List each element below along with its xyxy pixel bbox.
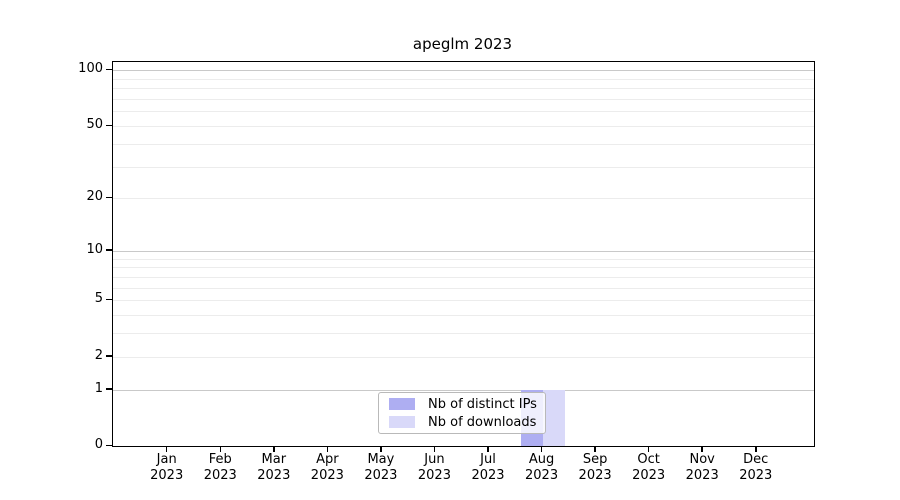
- x-tick-label: Jul 2023: [458, 452, 518, 484]
- gridline-minor: [113, 166, 814, 168]
- x-tick-label: Oct 2023: [619, 452, 679, 484]
- y-tick: [106, 388, 112, 390]
- plot-area: [112, 61, 815, 447]
- gridline-minor: [113, 315, 814, 317]
- y-tick-label: 50: [86, 117, 103, 133]
- legend-item-distinct-ips: Nb of distinct IPs: [389, 395, 537, 413]
- y-tick: [106, 249, 112, 251]
- gridline-minor: [113, 99, 814, 101]
- x-tick: [273, 447, 275, 452]
- legend-label-downloads: Nb of downloads: [428, 414, 537, 430]
- y-tick: [106, 298, 112, 301]
- x-tick: [326, 447, 329, 452]
- x-tick-label: May 2023: [351, 452, 411, 484]
- x-tick-month: Feb: [208, 452, 232, 467]
- x-tick-year: 2023: [257, 468, 291, 483]
- x-tick-label: Aug 2023: [512, 452, 572, 484]
- x-tick: [219, 447, 221, 452]
- legend-swatch-distinct-ips: [389, 398, 415, 410]
- x-tick: [755, 447, 757, 452]
- x-tick-year: 2023: [417, 468, 451, 483]
- x-tick-year: 2023: [632, 468, 666, 483]
- x-tick-label: Apr 2023: [297, 452, 357, 484]
- x-tick-month: Sep: [582, 452, 608, 467]
- x-tick-year: 2023: [203, 468, 237, 483]
- x-tick-month: Nov: [689, 452, 715, 467]
- x-tick: [433, 447, 436, 452]
- gridline-minor: [113, 267, 814, 269]
- gridline-minor: [113, 276, 814, 278]
- x-tick-year: 2023: [525, 468, 559, 483]
- x-tick: [647, 447, 650, 452]
- x-tick: [380, 447, 382, 452]
- y-tick-label: 5: [94, 291, 103, 307]
- x-tick: [701, 447, 703, 452]
- x-tick-month: Oct: [637, 452, 660, 467]
- x-tick-month: Jun: [424, 452, 445, 467]
- x-tick-label: Feb 2023: [190, 452, 250, 484]
- y-tick-label: 10: [86, 241, 103, 257]
- x-tick-month: Aug: [528, 452, 555, 467]
- bar-aug-nb-of-downloads: [542, 389, 565, 446]
- legend-label-distinct-ips: Nb of distinct IPs: [428, 396, 537, 412]
- y-tick-label: 100: [78, 61, 103, 77]
- x-tick-month: Dec: [743, 452, 769, 467]
- y-tick-label: 0: [94, 437, 103, 452]
- x-tick-year: 2023: [364, 468, 398, 483]
- x-tick-label: Nov 2023: [672, 452, 732, 484]
- x-tick-year: 2023: [310, 468, 344, 483]
- x-tick-label: Jun 2023: [404, 452, 464, 484]
- y-tick-label: 2: [94, 347, 103, 363]
- x-tick-year: 2023: [685, 468, 719, 483]
- gridline-minor: [113, 287, 814, 289]
- gridline-minor: [113, 258, 814, 260]
- x-tick-year: 2023: [471, 468, 505, 483]
- x-tick: [594, 447, 596, 452]
- chart-title: apeglm 2023: [412, 35, 513, 53]
- y-tick: [106, 68, 112, 71]
- gridline-minor: [113, 356, 814, 358]
- y-tick-label: 20: [86, 189, 103, 205]
- gridline-minor: [113, 126, 814, 128]
- x-tick: [165, 447, 168, 452]
- legend-item-downloads: Nb of downloads: [389, 413, 537, 431]
- gridline-minor: [113, 333, 814, 335]
- x-tick-year: 2023: [739, 468, 773, 483]
- legend-swatch-downloads: [389, 416, 415, 428]
- gridline-major: [113, 70, 814, 72]
- gridline-minor: [113, 78, 814, 80]
- x-tick-year: 2023: [578, 468, 612, 483]
- x-tick-month: Jul: [480, 452, 496, 467]
- legend: Nb of distinct IPs Nb of downloads: [378, 392, 546, 434]
- x-tick-month: Jan: [156, 452, 177, 467]
- y-tick-label: 1: [94, 380, 103, 396]
- y-tick: [106, 196, 112, 199]
- y-tick: [106, 355, 112, 357]
- x-tick-label: Dec 2023: [726, 452, 786, 484]
- x-tick-label: Sep 2023: [565, 452, 625, 484]
- x-tick-year: 2023: [150, 468, 184, 483]
- gridline-minor: [113, 198, 814, 200]
- y-tick: [106, 444, 112, 446]
- x-tick-month: Apr: [316, 452, 339, 467]
- x-tick-label: Mar 2023: [244, 452, 304, 484]
- x-tick-month: May: [367, 452, 395, 467]
- x-tick-label: Jan 2023: [137, 452, 197, 484]
- x-tick: [540, 447, 543, 452]
- y-tick: [106, 124, 112, 127]
- gridline-major: [113, 389, 814, 391]
- gridline-minor: [113, 111, 814, 113]
- x-tick-month: Mar: [261, 452, 287, 467]
- gridline-minor: [113, 300, 814, 302]
- gridline-minor: [113, 88, 814, 90]
- x-tick: [487, 447, 489, 452]
- gridline-minor: [113, 143, 814, 145]
- gridline-major: [113, 250, 814, 252]
